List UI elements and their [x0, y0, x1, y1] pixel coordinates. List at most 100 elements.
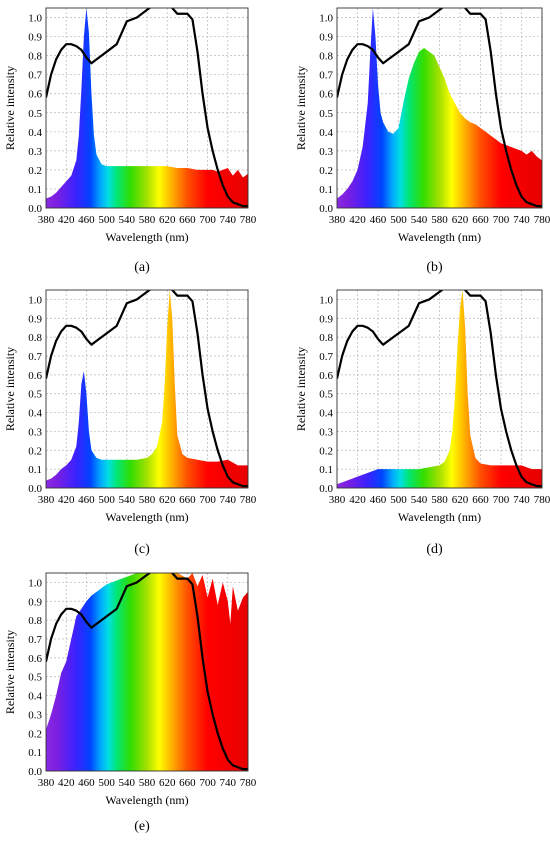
y-tick-label: 0.5: [319, 108, 333, 120]
spectrum-area: [46, 290, 248, 488]
y-axis-title: Relative intensity: [3, 630, 17, 714]
x-tick-label: 380: [329, 494, 346, 506]
x-tick-label: 620: [159, 777, 176, 789]
x-tick-label: 780: [240, 214, 257, 226]
y-tick-label: 0.1: [28, 464, 42, 476]
y-tick-label: 0.0: [319, 483, 333, 495]
y-tick-label: 0.7: [28, 634, 42, 646]
x-tick-label: 660: [179, 777, 196, 789]
y-tick-label: 0.8: [319, 332, 333, 344]
y-tick-label: 0.3: [28, 709, 42, 721]
y-tick-label: 0.4: [319, 408, 333, 420]
x-tick-label: 500: [390, 494, 407, 506]
y-axis-title: Relative intensity: [3, 66, 17, 150]
spectrum-area: [46, 8, 248, 208]
x-tick-label: 380: [329, 214, 346, 226]
y-tick-label: 0.0: [28, 766, 42, 778]
panel-label: (c): [134, 542, 150, 557]
spectrum-area: [337, 8, 542, 208]
response-curve: [46, 8, 248, 208]
plot-frame: [45, 7, 249, 209]
y-tick-label: 0.7: [28, 70, 42, 82]
y-tick-label: 0.8: [28, 51, 42, 63]
plot-frame: [336, 7, 543, 209]
x-tick-label: 500: [98, 777, 115, 789]
y-tick-label: 0.3: [319, 146, 333, 158]
x-tick-label: 580: [139, 777, 156, 789]
y-tick-label: 0.9: [28, 32, 42, 44]
x-tick-label: 580: [139, 494, 156, 506]
y-axis-title: Relative intensity: [3, 347, 17, 431]
y-tick-label: 1.0: [28, 577, 42, 589]
y-tick-label: 0.3: [28, 146, 42, 158]
x-tick-label: 780: [240, 494, 257, 506]
x-tick-label: 540: [411, 214, 428, 226]
y-tick-label: 0.2: [319, 165, 333, 177]
spectrum-area: [337, 290, 542, 488]
x-tick-label: 460: [78, 494, 95, 506]
y-tick-label: 0.9: [319, 32, 333, 44]
x-axis-title: Wavelength (nm): [105, 230, 188, 244]
x-tick-label: 620: [452, 214, 469, 226]
y-tick-label: 0.5: [28, 672, 42, 684]
y-tick-label: 0.4: [28, 691, 42, 703]
y-tick-label: 0.4: [319, 127, 333, 139]
y-tick-label: 0.9: [319, 313, 333, 325]
x-tick-label: 500: [390, 214, 407, 226]
x-tick-label: 700: [199, 494, 216, 506]
y-tick-label: 0.5: [28, 108, 42, 120]
response-curve: [46, 290, 248, 488]
y-tick-label: 0.9: [28, 596, 42, 608]
y-tick-label: 1.0: [28, 294, 42, 306]
panel-label: (e): [134, 819, 150, 834]
x-tick-label: 780: [240, 777, 257, 789]
x-axis-title: Wavelength (nm): [105, 510, 188, 524]
x-tick-label: 700: [199, 777, 216, 789]
panel-label: (a): [134, 260, 150, 275]
y-tick-label: 0.8: [28, 615, 42, 627]
y-tick-label: 0.0: [28, 483, 42, 495]
x-tick-label: 540: [119, 494, 136, 506]
x-tick-label: 660: [472, 494, 489, 506]
y-tick-label: 0.6: [28, 653, 42, 665]
y-tick-label: 0.7: [319, 351, 333, 363]
y-tick-label: 0.1: [319, 464, 333, 476]
plot-frame: [45, 289, 249, 489]
x-tick-label: 420: [349, 494, 366, 506]
y-tick-label: 1.0: [319, 13, 333, 25]
plot-frame: [336, 289, 543, 489]
y-tick-label: 0.1: [319, 184, 333, 196]
x-tick-label: 660: [179, 494, 196, 506]
y-tick-label: 0.0: [319, 203, 333, 215]
x-tick-label: 500: [98, 214, 115, 226]
x-tick-label: 660: [472, 214, 489, 226]
y-tick-label: 0.2: [28, 165, 42, 177]
x-tick-label: 740: [220, 494, 237, 506]
x-tick-label: 700: [199, 214, 216, 226]
y-tick-label: 0.6: [319, 89, 333, 101]
x-tick-label: 420: [349, 214, 366, 226]
y-tick-label: 0.7: [28, 351, 42, 363]
panel-label: (b): [426, 260, 443, 275]
y-tick-label: 0.8: [28, 332, 42, 344]
response-curve: [46, 573, 248, 771]
x-tick-label: 660: [179, 214, 196, 226]
x-tick-label: 420: [58, 777, 75, 789]
response-curve: [337, 8, 542, 208]
x-tick-label: 700: [493, 214, 510, 226]
x-tick-label: 540: [119, 777, 136, 789]
x-tick-label: 380: [38, 494, 55, 506]
y-tick-label: 0.5: [319, 389, 333, 401]
x-tick-label: 460: [370, 494, 387, 506]
y-tick-label: 0.8: [319, 51, 333, 63]
y-tick-label: 0.7: [319, 70, 333, 82]
x-axis-title: Wavelength (nm): [398, 510, 481, 524]
panel-label: (d): [426, 542, 443, 557]
x-tick-label: 580: [431, 494, 448, 506]
plot-frame: [45, 572, 249, 772]
x-tick-label: 740: [513, 494, 530, 506]
